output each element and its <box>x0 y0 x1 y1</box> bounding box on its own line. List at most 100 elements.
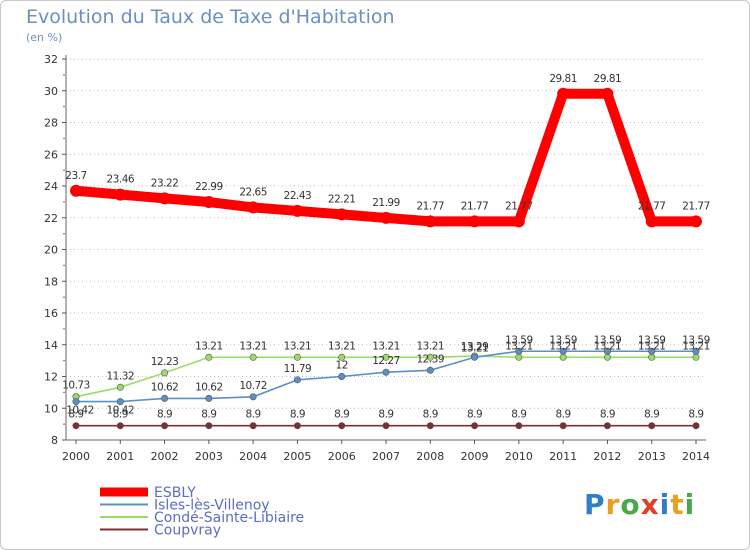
x-tick-label: 2000 <box>62 450 90 463</box>
data-point <box>202 196 215 209</box>
data-point <box>158 192 171 205</box>
y-tick-label: 22 <box>44 212 58 225</box>
x-tick-label: 2007 <box>372 450 400 463</box>
y-tick-label: 8 <box>51 434 58 447</box>
data-label: 8.9 <box>600 409 615 421</box>
data-point <box>692 353 700 361</box>
data-label: 22.65 <box>239 186 267 198</box>
minor-tick <box>63 232 65 235</box>
x-tick-label: 2003 <box>195 450 223 463</box>
data-label: 8.9 <box>511 409 526 421</box>
data-point <box>293 422 301 430</box>
data-label: 11.32 <box>107 370 135 382</box>
data-label: 13.29 <box>461 341 489 353</box>
data-label: 11.79 <box>284 363 312 375</box>
data-point <box>426 366 434 374</box>
y-tick-label: 16 <box>44 307 58 320</box>
data-point <box>161 422 169 430</box>
data-point <box>648 347 656 355</box>
minor-tick <box>63 359 65 362</box>
x-tick-label: 2010 <box>505 450 533 463</box>
data-point <box>426 353 434 361</box>
x-tick-label: 2012 <box>593 450 621 463</box>
data-point <box>468 215 481 228</box>
data-point <box>471 353 479 361</box>
data-label: 23.46 <box>107 174 135 186</box>
data-label: 13.21 <box>594 340 622 352</box>
data-point <box>72 422 80 430</box>
minor-tick <box>63 105 65 108</box>
x-tick-label: 2001 <box>106 450 134 463</box>
data-label: 8.9 <box>378 409 393 421</box>
data-point <box>512 215 525 228</box>
y-tick-label: 12 <box>44 371 58 384</box>
data-label: 13.21 <box>682 340 710 352</box>
y-tick-label: 32 <box>44 53 58 66</box>
data-point <box>205 422 213 430</box>
x-tick-label: 2011 <box>549 450 577 463</box>
data-label: 13.59 <box>505 334 533 346</box>
y-tick-label: 24 <box>44 180 58 193</box>
y-tick-label: 14 <box>44 339 58 352</box>
data-label: 21.77 <box>682 200 710 212</box>
legend-label: Condé-Sainte-Libiaire <box>154 510 304 526</box>
minor-tick <box>63 423 65 425</box>
data-label: 13.21 <box>505 340 533 352</box>
data-label: 12.23 <box>151 356 179 368</box>
data-label: 8.9 <box>644 409 659 421</box>
legend-label: Isles-lès-Villenoy <box>154 498 270 514</box>
data-label: 8.9 <box>688 409 703 421</box>
data-label: 23.7 <box>65 170 86 182</box>
data-label: 12.39 <box>417 353 445 365</box>
data-label: 10.62 <box>195 381 223 393</box>
data-point <box>116 422 124 430</box>
legend-label: ESBLY <box>154 485 196 501</box>
y-tick-label: 28 <box>44 117 58 130</box>
data-point <box>426 422 434 430</box>
minor-tick <box>63 391 65 394</box>
data-point <box>249 353 257 361</box>
data-label: 29.81 <box>594 73 622 85</box>
data-label: 8.9 <box>290 409 305 421</box>
data-label: 8.9 <box>201 409 216 421</box>
data-label: 21.77 <box>505 200 533 212</box>
data-label: 22.99 <box>195 181 223 193</box>
data-point <box>291 204 304 217</box>
y-tick-label: 18 <box>44 275 58 288</box>
data-point <box>645 215 658 228</box>
data-label: 13.21 <box>195 340 223 352</box>
data-label: 13.59 <box>549 334 577 346</box>
data-label: 8.9 <box>423 409 438 421</box>
data-point <box>338 353 346 361</box>
data-label: 13.21 <box>461 342 489 354</box>
minor-tick <box>63 169 65 171</box>
data-point <box>557 87 570 100</box>
data-point <box>293 353 301 361</box>
data-point <box>559 353 567 361</box>
data-point <box>515 353 523 361</box>
data-label: 8.9 <box>246 409 261 421</box>
data-point <box>515 347 523 355</box>
data-label: 13.21 <box>638 340 666 352</box>
data-point <box>116 398 124 406</box>
x-tick-label: 2002 <box>151 450 179 463</box>
data-label: 8.9 <box>68 409 83 421</box>
data-label: 10.72 <box>239 380 267 392</box>
data-label: 21.77 <box>461 200 489 212</box>
data-point <box>601 87 614 100</box>
chart-title: Evolution du Taux de Taxe d'Habitation <box>26 6 395 28</box>
data-point <box>380 211 392 224</box>
y-tick-label: 30 <box>44 85 58 98</box>
proxiti-logo: Proxiti <box>584 488 696 521</box>
data-point <box>648 353 656 361</box>
data-label: 13.21 <box>417 340 445 352</box>
data-label: 13.21 <box>239 340 267 352</box>
data-label: 10.73 <box>62 380 90 392</box>
data-label: 12.27 <box>372 355 400 367</box>
minor-tick <box>63 201 65 203</box>
minor-tick <box>63 328 65 330</box>
data-point <box>382 368 390 376</box>
data-label: 21.77 <box>417 200 445 212</box>
data-label: 29.81 <box>549 73 577 85</box>
